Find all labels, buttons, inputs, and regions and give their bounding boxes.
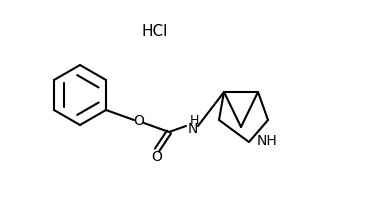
Text: O: O: [134, 113, 145, 127]
Text: NH: NH: [257, 133, 277, 147]
Text: H: H: [189, 114, 199, 127]
Text: N: N: [188, 121, 198, 135]
Text: O: O: [152, 149, 163, 163]
Text: HCl: HCl: [142, 23, 168, 38]
